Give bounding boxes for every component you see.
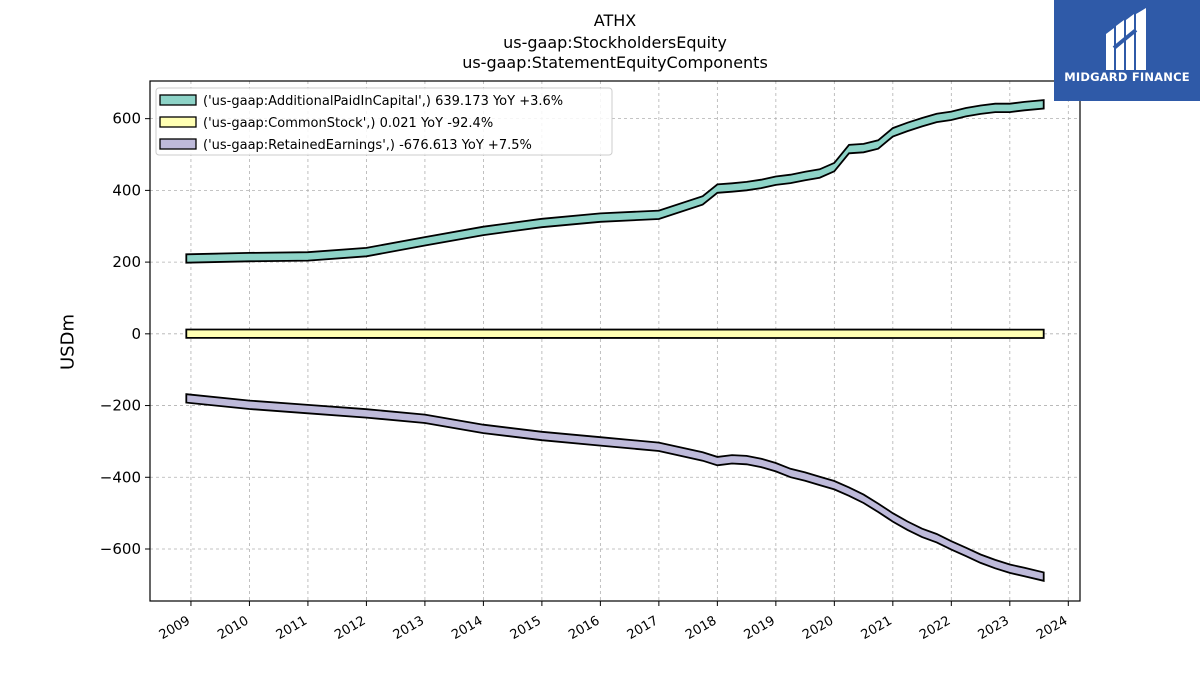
logo-text: MIDGARD FINANCE: [1064, 70, 1190, 84]
x-tick-label: 2014: [449, 613, 485, 643]
series-band-3: [185, 393, 1045, 582]
chart-subtitle: us-gaap:StockholdersEquity: [503, 33, 727, 52]
x-tick-label: 2011: [274, 613, 310, 643]
x-tick-label: 2013: [391, 613, 427, 643]
x-tick-label: 2016: [566, 613, 602, 643]
x-tick-label: 2024: [1034, 613, 1070, 643]
x-tick-label: 2012: [332, 613, 368, 643]
legend-label-1: ('us-gaap:AdditionalPaidInCapital',) 639…: [203, 94, 563, 109]
y-tick-label: 0: [131, 325, 141, 343]
x-tick-label: 2018: [683, 613, 719, 643]
y-tick-label: 200: [112, 253, 141, 271]
logo: MIDGARD FINANCE: [1054, 0, 1200, 101]
series-band-2: [185, 328, 1045, 339]
legend-frame: [155, 87, 613, 156]
x-tick-label: 2023: [976, 613, 1012, 643]
y-tick-label: 600: [112, 110, 141, 128]
legend-label-3: ('us-gaap:RetainedEarnings',) -676.613 Y…: [203, 138, 532, 153]
x-tick-label: 2010: [215, 613, 251, 643]
legend-swatch-2: [159, 116, 197, 128]
legend-swatch-3: [159, 138, 197, 150]
y-tick-label: −200: [100, 397, 141, 415]
y-tick-label: −600: [100, 540, 141, 558]
logo-mark-icon: [1106, 8, 1146, 70]
x-tick-label: 2022: [917, 613, 953, 643]
x-tick-label: 2015: [508, 613, 544, 643]
x-tick-label: 2019: [742, 613, 778, 643]
chart-title: ATHX: [593, 11, 637, 30]
x-tick-label: 2009: [157, 613, 193, 643]
plot-frame: [149, 80, 1081, 602]
series-band-1: [185, 99, 1045, 264]
legend: ('us-gaap:AdditionalPaidInCapital',) 639…: [155, 87, 613, 156]
y-tick-label: −400: [100, 468, 141, 486]
y-tick-label: 400: [112, 181, 141, 199]
x-tick-label: 2020: [800, 613, 836, 643]
chart-subtitle-2: us-gaap:StatementEquityComponents: [462, 53, 768, 72]
legend-label-2: ('us-gaap:CommonStock',) 0.021 YoY -92.4…: [203, 116, 493, 131]
x-tick-label: 2021: [859, 613, 895, 643]
x-tick-label: 2017: [625, 613, 661, 643]
legend-swatch-1: [159, 94, 197, 106]
